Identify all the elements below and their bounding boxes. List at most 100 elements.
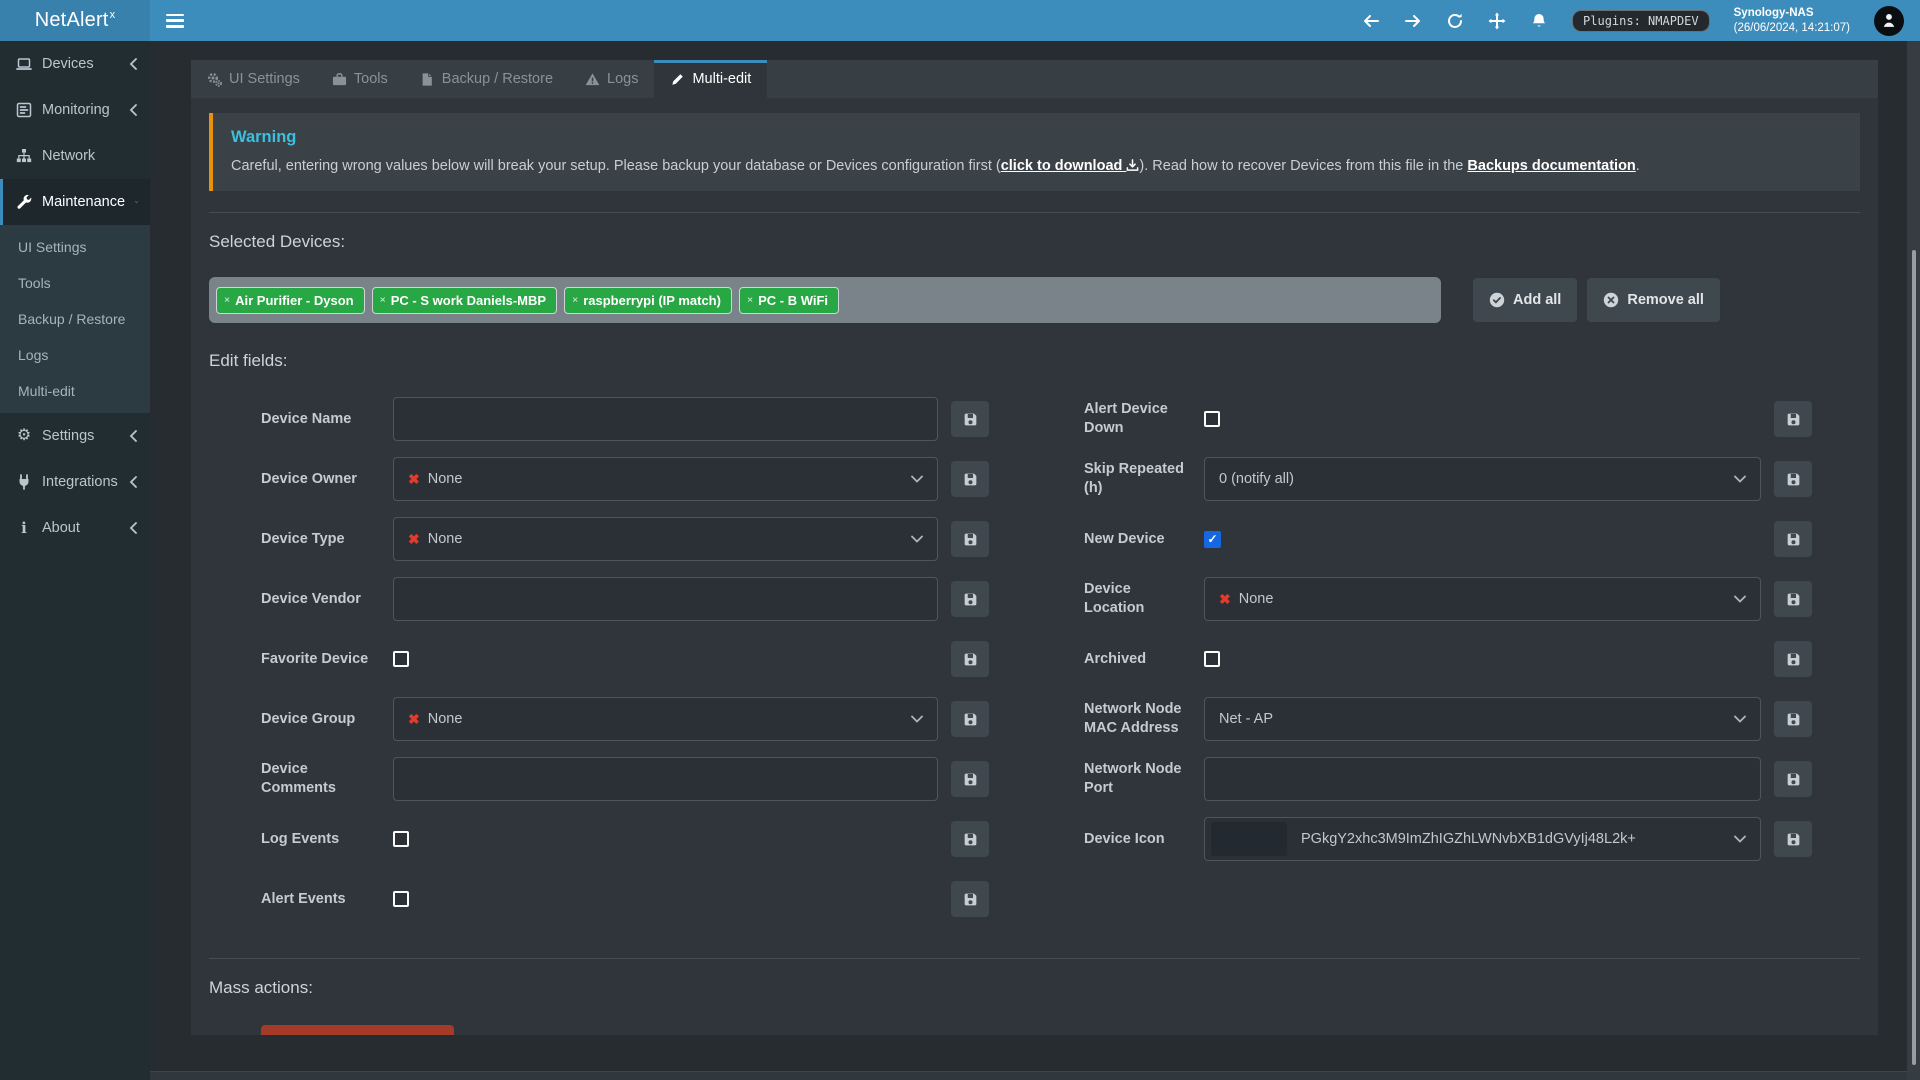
save-button[interactable] xyxy=(951,581,989,617)
remove-tag-icon[interactable]: × xyxy=(224,294,231,306)
multi-edit-panel: Warning Careful, entering wrong values b… xyxy=(191,98,1878,1035)
save-button[interactable] xyxy=(951,521,989,557)
chevron-down-icon xyxy=(1734,475,1746,483)
tab-logs[interactable]: Logs xyxy=(569,60,654,98)
remove-tag-icon[interactable]: × xyxy=(746,294,754,306)
footer-strip xyxy=(150,1071,1907,1080)
sidebar-item-monitoring[interactable]: Monitoring xyxy=(0,87,150,133)
log-events-checkbox[interactable] xyxy=(393,831,409,847)
sidebar: Devices Monitoring Network Maintenance U… xyxy=(0,41,150,1080)
save-button[interactable] xyxy=(1774,581,1812,617)
tab-multi-edit[interactable]: Multi-edit xyxy=(654,60,768,98)
sidebar-item-about[interactable]: i About xyxy=(0,505,150,551)
user-avatar[interactable] xyxy=(1874,5,1904,36)
device-name-input[interactable] xyxy=(393,397,938,441)
divider xyxy=(209,958,1860,959)
skip-repeated-select[interactable]: 0 (notify all) xyxy=(1204,457,1761,501)
device-type-select[interactable]: ✖ None xyxy=(393,517,938,561)
submenu-item-logs[interactable]: Logs xyxy=(18,347,49,363)
scrollbar-thumb[interactable] xyxy=(1912,250,1916,1065)
sidebar-item-maintenance[interactable]: Maintenance xyxy=(0,179,150,225)
favorite-device-checkbox[interactable] xyxy=(393,651,409,667)
submenu-item-tools[interactable]: Tools xyxy=(18,275,51,291)
device-tags-input[interactable]: × Air Purifier - Dyson × PC - S work Danie… xyxy=(209,277,1441,323)
field-row-device-owner: Device Owner ✖ None xyxy=(261,457,989,501)
network-node-port-input[interactable] xyxy=(1204,757,1761,801)
device-location-select[interactable]: ✖ None xyxy=(1204,577,1761,621)
device-comments-input[interactable] xyxy=(393,757,938,801)
edit-fields-grid: Device Name Device Owner ✖ None Device Ty… xyxy=(261,397,1812,937)
plugins-status-badge[interactable]: Plugins: NMAPDEV xyxy=(1572,9,1710,32)
device-owner-select[interactable]: ✖ None xyxy=(393,457,938,501)
device-icon-select[interactable]: PGkgY2xhc3M9ImZhIGZhLWNvbXB1dGVyIj48L2k+ xyxy=(1204,817,1761,861)
save-button[interactable] xyxy=(951,761,989,797)
save-button[interactable] xyxy=(951,401,989,437)
refresh-icon[interactable] xyxy=(1446,12,1464,30)
notifications-bell-icon[interactable] xyxy=(1530,12,1548,30)
info-icon: i xyxy=(21,518,27,537)
floppy-icon xyxy=(1785,471,1802,488)
back-arrow-icon[interactable] xyxy=(1362,12,1380,30)
backups-documentation-link[interactable]: Backups documentation xyxy=(1467,158,1636,174)
host-info: Synology-NAS (26/06/2024, 14:21:07) xyxy=(1734,6,1850,35)
new-device-checkbox[interactable]: ✓ xyxy=(1204,530,1221,548)
sidebar-item-devices[interactable]: Devices xyxy=(0,41,150,87)
device-tag[interactable]: × Air Purifier - Dyson xyxy=(216,286,365,314)
sidebar-item-settings[interactable]: ⚙ Settings xyxy=(0,413,150,459)
selected-devices-heading: Selected Devices: xyxy=(209,232,346,251)
logo-sup: x xyxy=(109,8,116,21)
tab-backup-restore[interactable]: Backup / Restore xyxy=(404,60,569,98)
device-tag[interactable]: × raspberrypi (IP match) xyxy=(564,286,732,314)
host-name: Synology-NAS xyxy=(1733,7,1814,20)
device-tag[interactable]: × PC - B WiFi xyxy=(738,286,840,314)
fullscreen-move-icon[interactable] xyxy=(1488,12,1506,30)
save-button[interactable] xyxy=(951,821,989,857)
save-button[interactable] xyxy=(951,461,989,497)
sidebar-item-network[interactable]: Network xyxy=(0,133,150,179)
delete-selected-devices-button[interactable]: Delete selected devices xyxy=(261,1025,454,1035)
top-navbar: NetAlert x Plugins: NMAPDEV Synology-NAS … xyxy=(0,0,1920,41)
save-button[interactable] xyxy=(951,701,989,737)
device-group-select[interactable]: ✖ None xyxy=(393,697,938,741)
chevron-left-icon xyxy=(129,522,138,534)
sidebar-item-integrations[interactable]: Integrations xyxy=(0,459,150,505)
remove-tag-icon[interactable]: × xyxy=(572,294,579,306)
app-logo[interactable]: NetAlert x xyxy=(0,0,150,41)
device-tag[interactable]: × PC - S work Daniels-MBP xyxy=(371,286,558,314)
check-circle-icon xyxy=(1489,292,1505,308)
tab-tools[interactable]: Tools xyxy=(316,60,404,98)
save-button[interactable] xyxy=(1774,521,1812,557)
chevron-down-icon xyxy=(1734,595,1746,603)
save-button[interactable] xyxy=(951,881,989,917)
sidebar-toggle-icon[interactable] xyxy=(166,13,184,28)
chart-icon xyxy=(16,102,32,118)
remove-all-button[interactable]: Remove all xyxy=(1587,278,1720,322)
submenu-item-backup-restore[interactable]: Backup / Restore xyxy=(18,311,126,327)
save-button[interactable] xyxy=(1774,641,1812,677)
alert-events-checkbox[interactable] xyxy=(393,891,409,907)
wrench-icon xyxy=(16,194,32,210)
save-button[interactable] xyxy=(1774,461,1812,497)
field-row-favorite-device: Favorite Device xyxy=(261,637,989,681)
scrollbar-track[interactable] xyxy=(1907,41,1920,1080)
archived-checkbox[interactable] xyxy=(1204,651,1220,667)
save-button[interactable] xyxy=(1774,821,1812,857)
tab-ui-settings[interactable]: UI Settings xyxy=(191,60,316,98)
alert-device-down-checkbox[interactable] xyxy=(1204,411,1220,427)
field-row-device-location: Device Location ✖ None xyxy=(1084,577,1812,621)
field-row-log-events: Log Events xyxy=(261,817,989,861)
save-button[interactable] xyxy=(1774,401,1812,437)
add-all-button[interactable]: Add all xyxy=(1473,278,1578,322)
network-node-mac-select[interactable]: Net - AP xyxy=(1204,697,1761,741)
save-button[interactable] xyxy=(951,641,989,677)
save-button[interactable] xyxy=(1774,761,1812,797)
device-vendor-input[interactable] xyxy=(393,577,938,621)
field-row-alert-device-down: Alert Device Down xyxy=(1084,397,1812,441)
submenu-item-ui-settings[interactable]: UI Settings xyxy=(18,239,87,255)
save-button[interactable] xyxy=(1774,701,1812,737)
download-config-link[interactable]: click to download xyxy=(1001,158,1140,174)
forward-arrow-icon[interactable] xyxy=(1404,12,1422,30)
submenu-item-multi-edit[interactable]: Multi-edit xyxy=(18,383,75,399)
remove-tag-icon[interactable]: × xyxy=(379,294,386,306)
sidebar-item-label: Maintenance xyxy=(42,194,126,210)
